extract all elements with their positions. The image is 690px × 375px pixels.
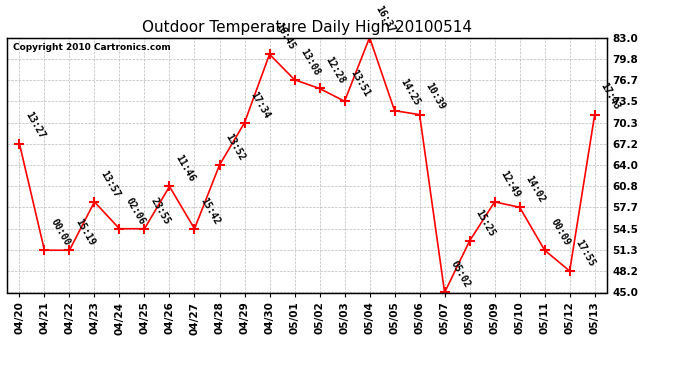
Text: Copyright 2010 Cartronics.com: Copyright 2010 Cartronics.com <box>13 43 170 52</box>
Text: 15:19: 15:19 <box>74 217 97 248</box>
Text: 13:27: 13:27 <box>23 110 47 141</box>
Text: 14:02: 14:02 <box>524 174 547 204</box>
Text: 00:09: 00:09 <box>549 217 572 248</box>
Text: 05:02: 05:02 <box>448 259 472 290</box>
Text: 15:25: 15:25 <box>474 208 497 238</box>
Text: 16:37: 16:37 <box>374 4 397 35</box>
Text: 13:52: 13:52 <box>224 132 247 162</box>
Text: 12:28: 12:28 <box>324 55 347 86</box>
Text: 17:55: 17:55 <box>574 238 598 268</box>
Text: 11:46: 11:46 <box>174 153 197 184</box>
Text: 13:08: 13:08 <box>299 46 322 77</box>
Text: 13:57: 13:57 <box>99 169 122 199</box>
Text: 02:06: 02:06 <box>124 195 147 226</box>
Text: 17:34: 17:34 <box>248 90 272 120</box>
Text: 12:49: 12:49 <box>499 169 522 199</box>
Text: 13:51: 13:51 <box>348 68 372 99</box>
Text: 10:39: 10:39 <box>424 81 447 112</box>
Text: 15:42: 15:42 <box>199 195 222 226</box>
Text: 16:45: 16:45 <box>274 21 297 51</box>
Text: 23:55: 23:55 <box>148 195 172 226</box>
Text: 00:00: 00:00 <box>48 217 72 248</box>
Text: 17:43: 17:43 <box>599 81 622 112</box>
Text: 14:25: 14:25 <box>399 77 422 108</box>
Title: Outdoor Temperature Daily High 20100514: Outdoor Temperature Daily High 20100514 <box>142 20 472 35</box>
